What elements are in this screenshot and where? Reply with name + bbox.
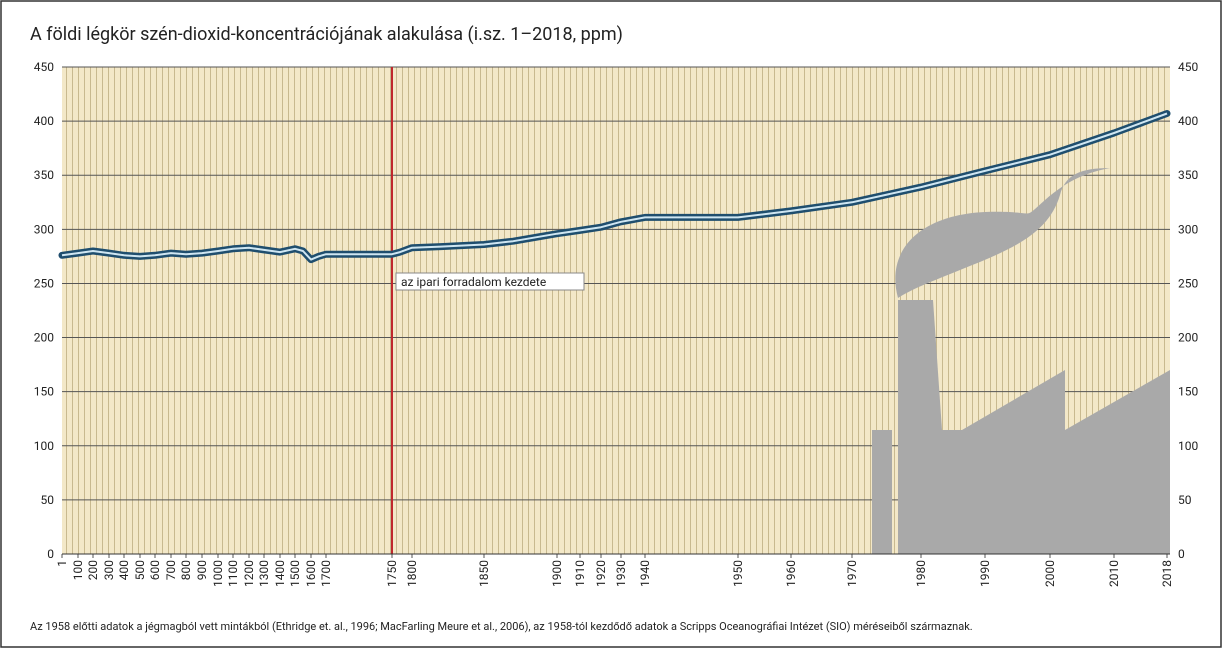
y2-tick-label: 250 [1178,276,1198,290]
y-tick-label: 250 [34,276,54,290]
y-tick-label: 50 [41,493,55,507]
x-tick-label: 600 [148,560,162,580]
x-tick-label: 100 [71,560,85,580]
chart: A földi légkör szén-dioxid-koncentrációj… [0,0,1222,648]
x-tick-label: 2018 [1160,560,1174,587]
x-tick-label: 1920 [594,560,608,587]
x-tick-label: 1800 [405,560,419,587]
x-tick-label: 200 [86,560,100,580]
x-tick-label: 1910 [573,560,587,587]
y-tick-label: 100 [34,439,54,453]
x-tick-label: 500 [133,560,147,580]
y2-tick-label: 300 [1178,222,1198,236]
x-tick-label: 2010 [1107,560,1121,587]
y-tick-label: 300 [34,222,54,236]
y-tick-label: 0 [47,547,54,561]
x-tick-label: 1990 [978,560,992,587]
y2-tick-label: 350 [1178,168,1198,182]
y2-tick-label: 0 [1178,547,1185,561]
x-tick-label: 1100 [226,560,240,587]
y-tick-label: 400 [34,114,54,128]
x-tick-label: 1200 [242,560,256,587]
x-tick-label: 1750 [385,560,399,587]
x-tick-label: 1960 [784,560,798,587]
y2-tick-label: 50 [1178,493,1192,507]
x-tick-label: 1600 [304,560,318,587]
y2-tick-label: 150 [1178,385,1198,399]
x-tick-label: 1980 [914,560,928,587]
x-tick-label: 1970 [845,560,859,587]
x-tick-label: 2000 [1043,560,1057,587]
footnote: Az 1958 előtti adatok a jégmagból vett m… [30,620,973,633]
x-tick-label: 1700 [319,560,333,587]
y2-tick-label: 100 [1178,439,1198,453]
x-tick-label: 700 [164,560,178,580]
y2-tick-label: 450 [1178,60,1198,74]
x-tick-label: 1000 [211,560,225,587]
x-tick-label: 1950 [731,560,745,587]
x-tick-label: 1900 [550,560,564,587]
x-tick-label: 1400 [273,560,287,587]
y-tick-label: 150 [34,385,54,399]
x-tick-label: 1940 [638,560,652,587]
x-tick-label: 300 [102,560,116,580]
x-tick-label: 400 [117,560,131,580]
x-tick-label: 1930 [614,560,628,587]
x-tick-label: 1850 [477,560,491,587]
y-tick-label: 350 [34,168,54,182]
chart-title: A földi légkör szén-dioxid-koncentrációj… [30,24,623,45]
y2-tick-label: 200 [1178,331,1198,345]
y2-tick-label: 400 [1178,114,1198,128]
annotation-text: az ipari forradalom kezdete [401,275,546,289]
x-tick-label: 900 [195,560,209,580]
x-tick-label: 1500 [288,560,302,587]
y-tick-label: 200 [34,331,54,345]
x-tick-label: 800 [179,560,193,580]
y-tick-label: 450 [34,60,54,74]
x-tick-label: 1300 [257,560,271,587]
x-tick-label: 1 [55,560,69,567]
